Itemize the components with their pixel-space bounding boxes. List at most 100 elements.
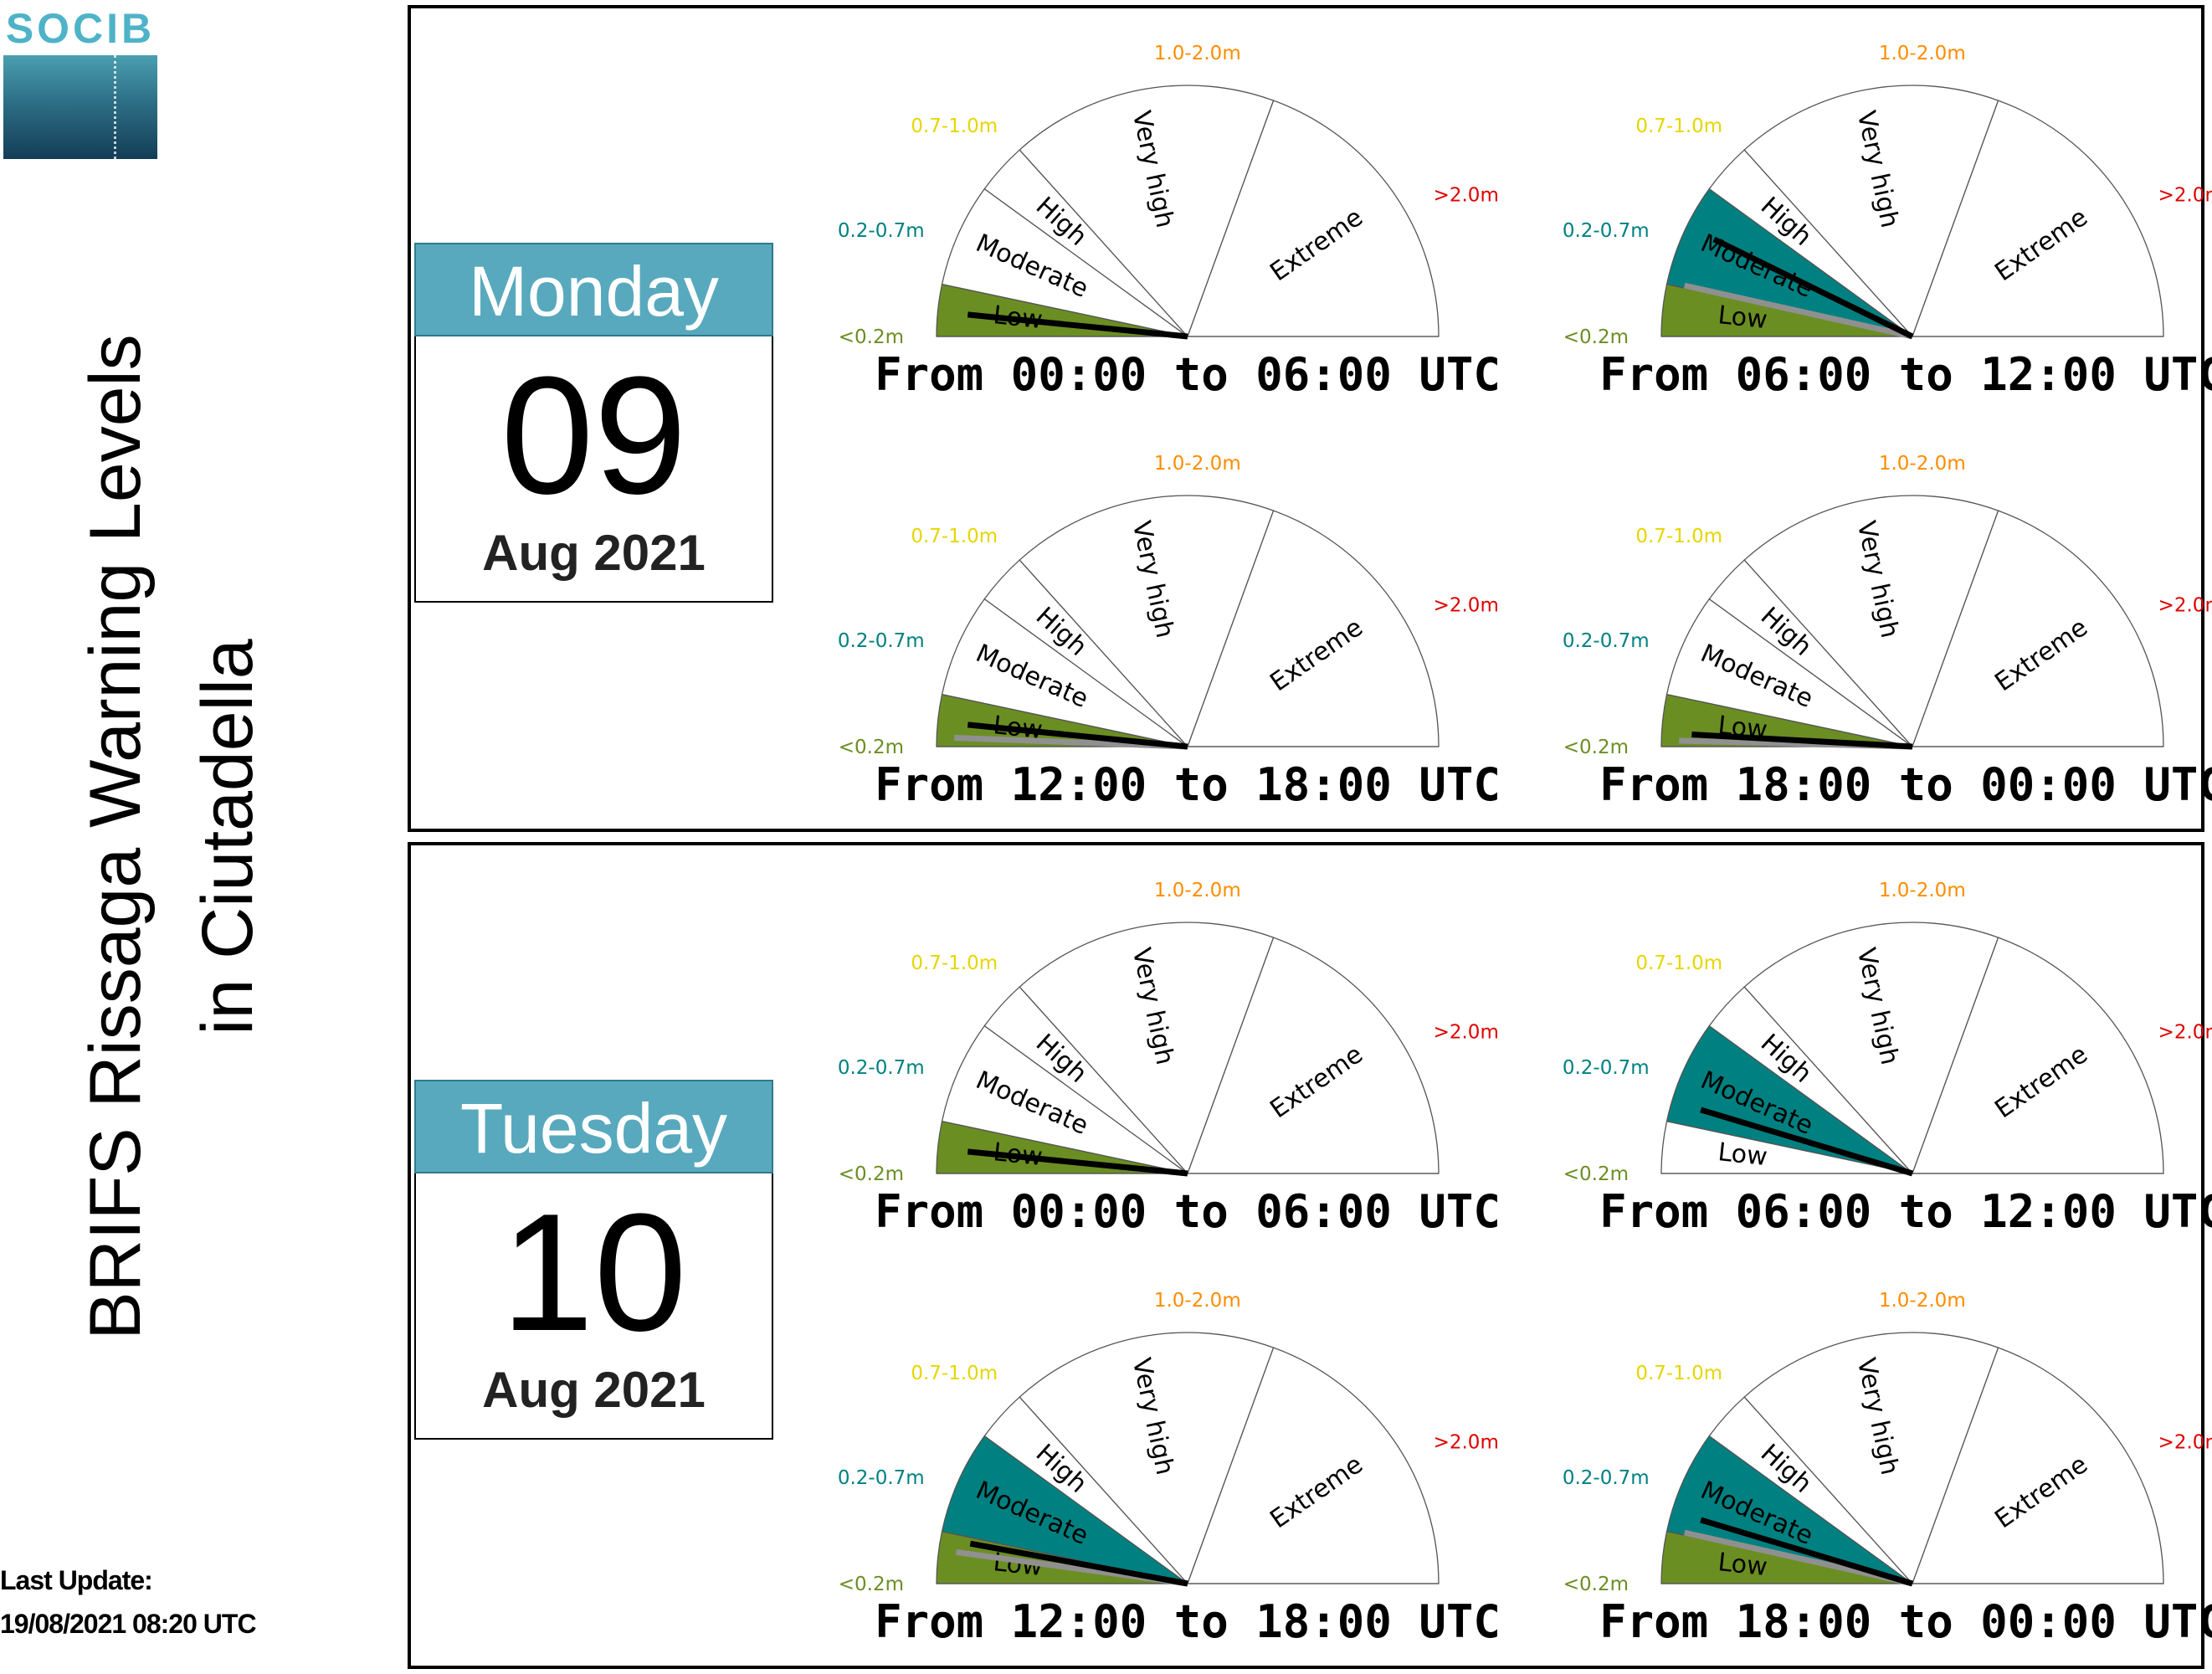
range-lt-0-2-label: <0.2m	[839, 326, 904, 348]
range-1-0-2-0-label: 1.0-2.0m	[1879, 1290, 1966, 1312]
segment-extreme-wedge	[1187, 100, 1440, 337]
range-lt-0-2-label: <0.2m	[839, 1163, 904, 1185]
page-title: BRIFS Rissaga Warning Levels in Ciutadel…	[59, 334, 284, 1339]
range-0-7-1-0-label: 0.7-1.0m	[911, 526, 998, 547]
gauge-period-2: Low Moderate High Very high Extreme <0.2m 0.2-…	[1544, 8, 2212, 410]
title-area: BRIFS Rissaga Warning Levels in Ciutadel…	[63, 0, 280, 1674]
gauge-period-4: Low Moderate High Very high Extreme <0.2m 0.2-…	[1544, 418, 2212, 820]
gauge-period-label: From 06:00 to 12:00 UTC	[1599, 348, 2212, 401]
calendar-weekday: Tuesday	[414, 1080, 773, 1173]
range-lt-0-2-label: <0.2m	[839, 737, 904, 758]
gauge-period-label: From 18:00 to 00:00 UTC	[1599, 758, 2212, 811]
segment-extreme-wedge	[1912, 1347, 2164, 1584]
segment-moderate-wedge	[941, 598, 1188, 747]
calendar-tuesday: Tuesday 10 Aug 2021	[414, 1080, 773, 1440]
segment-low-label: Low	[1717, 1548, 1768, 1582]
gauge-needle	[969, 1540, 1188, 1587]
segment-moderate-wedge	[1665, 1435, 1913, 1584]
logo-dotted-line	[114, 55, 116, 159]
calendar-month: Aug 2021	[482, 525, 706, 581]
range-lt-0-2-label: <0.2m	[839, 1574, 904, 1595]
segment-moderate-wedge	[1665, 1024, 1913, 1174]
segment-extreme-wedge	[1912, 937, 2164, 1174]
calendar-weekday: Monday	[414, 243, 773, 336]
range-0-2-0-7-label: 0.2-0.7m	[838, 630, 925, 652]
calendar-day-number: 10	[500, 1179, 687, 1366]
gauge-period-label: From 00:00 to 06:00 UTC	[875, 1185, 1501, 1238]
range-0-2-0-7-label: 0.2-0.7m	[838, 1057, 925, 1079]
calendar-body: 10 Aug 2021	[414, 1173, 773, 1440]
range-1-0-2-0-label: 1.0-2.0m	[1879, 43, 1966, 64]
logo-text: SOCIB	[5, 5, 156, 52]
gauge-needle-secondary	[1683, 282, 1913, 340]
range-0-2-0-7-label: 0.2-0.7m	[1563, 220, 1650, 242]
range-0-7-1-0-label: 0.7-1.0m	[1635, 953, 1722, 974]
segment-low-label: Low	[1717, 1137, 1768, 1172]
range-0-2-0-7-label: 0.2-0.7m	[1563, 1467, 1650, 1489]
segment-moderate-wedge	[1665, 187, 1913, 337]
gauge-period-4: Low Moderate High Very high Extreme <0.2m 0.2-…	[1544, 1256, 2212, 1657]
gauge-period-label: From 12:00 to 18:00 UTC	[875, 758, 1501, 811]
range-gt-2-0-label: >2.0m	[1434, 1432, 1499, 1454]
gauge-needle	[1712, 236, 1914, 340]
segment-moderate-wedge	[941, 1435, 1188, 1584]
calendar-monday: Monday 09 Aug 2021	[414, 243, 773, 603]
logo-graphic	[3, 55, 157, 159]
range-gt-2-0-label: >2.0m	[1434, 185, 1499, 207]
range-0-7-1-0-label: 0.7-1.0m	[1635, 526, 1722, 547]
last-update-value: 19/08/2021 08:20 UTC	[0, 1609, 257, 1639]
range-gt-2-0-label: >2.0m	[1434, 595, 1499, 617]
range-0-2-0-7-label: 0.2-0.7m	[838, 220, 925, 242]
gauge-period-label: From 00:00 to 06:00 UTC	[875, 348, 1501, 401]
segment-moderate-wedge	[941, 187, 1188, 337]
range-gt-2-0-label: >2.0m	[2158, 185, 2212, 207]
range-0-2-0-7-label: 0.2-0.7m	[1563, 1057, 1650, 1079]
socib-logo: SOCIB	[3, 3, 157, 159]
range-1-0-2-0-label: 1.0-2.0m	[1154, 453, 1241, 475]
calendar-day-number: 09	[500, 342, 687, 529]
range-1-0-2-0-label: 1.0-2.0m	[1154, 880, 1241, 901]
gauge-period-label: From 12:00 to 18:00 UTC	[875, 1595, 1501, 1648]
range-lt-0-2-label: <0.2m	[1563, 1574, 1629, 1595]
gauge-needle	[967, 721, 1188, 750]
gauge-needle	[967, 311, 1188, 340]
range-gt-2-0-label: >2.0m	[2158, 1432, 2212, 1454]
range-lt-0-2-label: <0.2m	[1563, 1163, 1629, 1185]
segment-low-label: Low	[1717, 300, 1768, 335]
range-0-7-1-0-label: 0.7-1.0m	[1635, 116, 1722, 137]
segment-extreme-wedge	[1187, 1347, 1440, 1584]
segment-extreme-wedge	[1187, 510, 1440, 747]
last-update: Last Update: 19/08/2021 08:20 UTC	[0, 1558, 257, 1646]
range-0-7-1-0-label: 0.7-1.0m	[1635, 1363, 1722, 1384]
range-1-0-2-0-label: 1.0-2.0m	[1154, 43, 1241, 64]
range-gt-2-0-label: >2.0m	[2158, 595, 2212, 617]
gauge-period-label: From 06:00 to 12:00 UTC	[1599, 1185, 2212, 1238]
range-lt-0-2-label: <0.2m	[1563, 326, 1629, 348]
day-panel-tuesday: Tuesday 10 Aug 2021 LowModerateHighVery …	[408, 842, 2212, 1669]
range-0-7-1-0-label: 0.7-1.0m	[911, 953, 998, 974]
last-update-label: Last Update:	[0, 1565, 153, 1595]
range-1-0-2-0-label: 1.0-2.0m	[1879, 453, 1966, 475]
gauge-needle	[1700, 1107, 1914, 1177]
segment-extreme-wedge	[1912, 100, 2164, 337]
range-0-7-1-0-label: 0.7-1.0m	[911, 1363, 998, 1384]
gauge-needle	[1700, 1517, 1914, 1587]
range-gt-2-0-label: >2.0m	[1434, 1022, 1499, 1044]
range-0-2-0-7-label: 0.2-0.7m	[1563, 630, 1650, 652]
gauge-period-label: From 18:00 to 00:00 UTC	[1599, 1595, 2212, 1648]
calendar-month: Aug 2021	[482, 1362, 706, 1418]
segment-moderate-wedge	[1665, 598, 1913, 747]
